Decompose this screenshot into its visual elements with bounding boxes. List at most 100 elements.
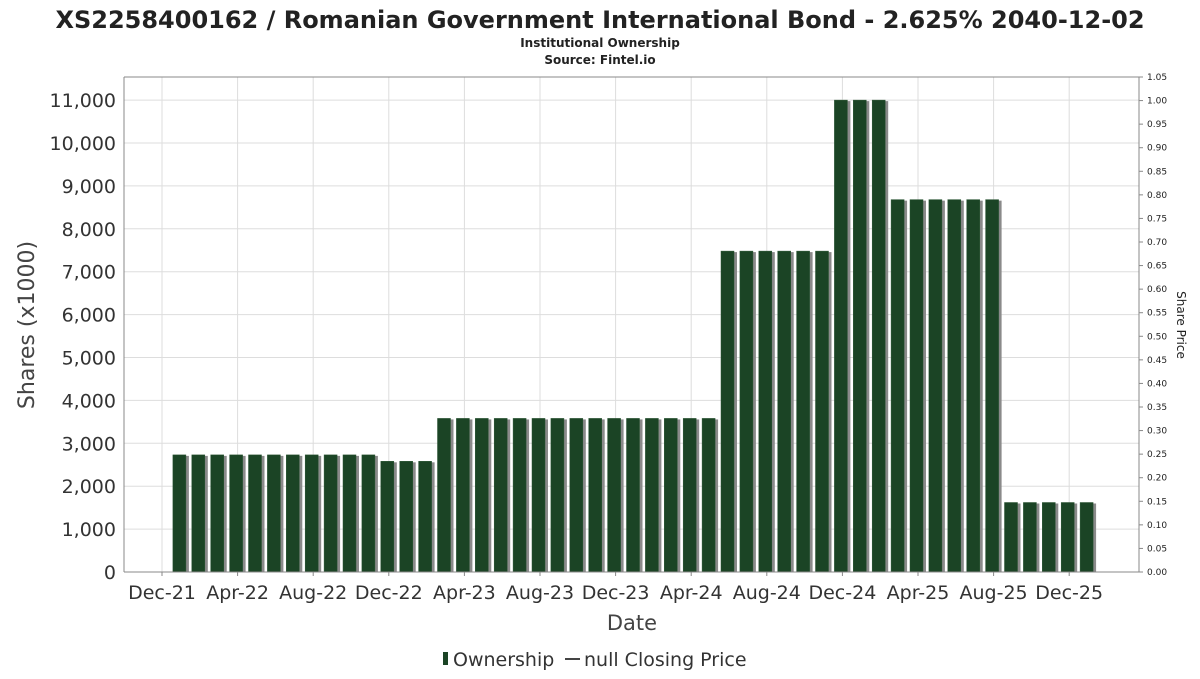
y2-tick-label: 0.10 xyxy=(1147,521,1167,531)
x-tick-label: Aug-23 xyxy=(506,582,574,604)
y2-tick-label: 0.45 xyxy=(1147,356,1167,366)
chart-subtitle: Institutional Ownership xyxy=(520,36,680,50)
y-tick-label: 7,000 xyxy=(62,262,116,284)
y-tick-label: 8,000 xyxy=(62,219,116,241)
bar xyxy=(890,199,905,573)
y2-tick-label: 0.75 xyxy=(1147,214,1167,224)
bar xyxy=(229,454,243,573)
y2-tick-label: 0.70 xyxy=(1147,238,1167,248)
y2-tick-label: 0.50 xyxy=(1147,332,1167,342)
bar xyxy=(361,454,376,573)
x-tick-label: Aug-22 xyxy=(279,582,347,604)
bar xyxy=(399,461,413,573)
bar xyxy=(607,418,621,573)
y2-tick-label: 0.05 xyxy=(1147,544,1167,554)
bar xyxy=(796,250,810,573)
bar xyxy=(777,250,791,573)
bar xyxy=(871,99,886,573)
bar xyxy=(588,418,602,573)
bar xyxy=(928,199,943,573)
bar xyxy=(531,418,546,573)
y2-tick-label: 0.25 xyxy=(1147,450,1167,460)
chart-title: XS2258400162 / Romanian Government Inter… xyxy=(55,6,1144,34)
bar xyxy=(475,418,489,573)
legend-ownership-swatch xyxy=(443,652,448,665)
y2-tick-label: 0.65 xyxy=(1147,262,1167,272)
x-tick-label: Apr-23 xyxy=(433,582,496,604)
bar xyxy=(701,418,716,573)
bar xyxy=(720,250,735,573)
axes: 0 1,000 2,000 3,000 4,000 5,000 6,000 7,000 8,00… xyxy=(50,73,1168,604)
y-tick-label: 11,000 xyxy=(50,90,116,112)
bar xyxy=(985,199,999,573)
x-tick-label: Dec-24 xyxy=(808,582,876,604)
x-tick-label: Dec-25 xyxy=(1035,582,1103,604)
y2-tick-label: 0.85 xyxy=(1147,167,1167,177)
y-tick-label: 4,000 xyxy=(62,390,116,412)
bar xyxy=(248,454,262,573)
y2-axis-label: Share Price xyxy=(1174,291,1188,359)
x-tick-label: Apr-25 xyxy=(887,582,950,604)
bar xyxy=(947,199,962,573)
y2-tick-label: 0.00 xyxy=(1147,568,1167,578)
y-tick-label: 9,000 xyxy=(62,176,116,198)
bar xyxy=(512,418,527,573)
bar xyxy=(380,461,395,573)
x-tick-label: Dec-23 xyxy=(582,582,650,604)
x-tick-label: Aug-25 xyxy=(960,582,1028,604)
x-tick-label: Apr-22 xyxy=(206,582,269,604)
bar xyxy=(418,461,432,573)
bar xyxy=(626,418,640,573)
y2-tick-label: 0.40 xyxy=(1147,379,1167,389)
y-axis-label: Shares (x1000) xyxy=(15,241,40,409)
x-tick-label: Dec-21 xyxy=(128,582,196,604)
x-tick-label: Dec-22 xyxy=(355,582,423,604)
bar xyxy=(758,250,773,573)
y2-tick-label: 0.30 xyxy=(1147,427,1167,437)
bar xyxy=(172,454,187,573)
bar xyxy=(191,454,206,573)
bar xyxy=(550,418,565,573)
bar xyxy=(815,250,829,573)
y2-tick-label: 0.80 xyxy=(1147,191,1167,201)
bar xyxy=(304,454,319,573)
y-tick-label: 0 xyxy=(104,562,116,584)
x-axis-label: Date xyxy=(607,611,657,635)
y2-tick-label: 0.20 xyxy=(1147,474,1167,484)
y2-tick-label: 0.60 xyxy=(1147,285,1167,295)
x-tick-label: Aug-24 xyxy=(733,582,801,604)
y-tick-label: 2,000 xyxy=(62,476,116,498)
y2-tick-label: 1.00 xyxy=(1147,97,1167,107)
bar xyxy=(286,454,300,573)
bar xyxy=(569,418,584,573)
bar xyxy=(834,99,848,573)
bar xyxy=(437,418,451,573)
y2-tick-label: 0.90 xyxy=(1147,144,1167,154)
bar xyxy=(909,199,924,573)
bar xyxy=(853,99,867,573)
bar xyxy=(739,250,754,573)
bar xyxy=(323,454,338,573)
y2-tick-label: 0.55 xyxy=(1147,309,1167,319)
y2-tick-label: 0.95 xyxy=(1147,120,1167,130)
bar xyxy=(493,418,508,573)
bar xyxy=(456,418,470,573)
bar xyxy=(1079,502,1094,573)
y-tick-label: 1,000 xyxy=(62,519,116,541)
bar xyxy=(664,418,678,573)
bar xyxy=(966,199,980,573)
y-tick-label: 6,000 xyxy=(62,305,116,327)
bars xyxy=(172,99,1097,573)
bar xyxy=(1042,502,1056,573)
bar xyxy=(1060,502,1075,573)
y2-tick-label: 1.05 xyxy=(1147,73,1167,83)
y2-tick-label: 0.15 xyxy=(1147,497,1167,507)
chart-source: Source: Fintel.io xyxy=(544,53,655,67)
bar xyxy=(1004,502,1018,573)
bar xyxy=(645,418,659,573)
bar xyxy=(267,454,281,573)
bar xyxy=(1023,502,1037,573)
legend: Ownership null Closing Price xyxy=(443,649,747,671)
x-tick-label: Apr-24 xyxy=(660,582,723,604)
